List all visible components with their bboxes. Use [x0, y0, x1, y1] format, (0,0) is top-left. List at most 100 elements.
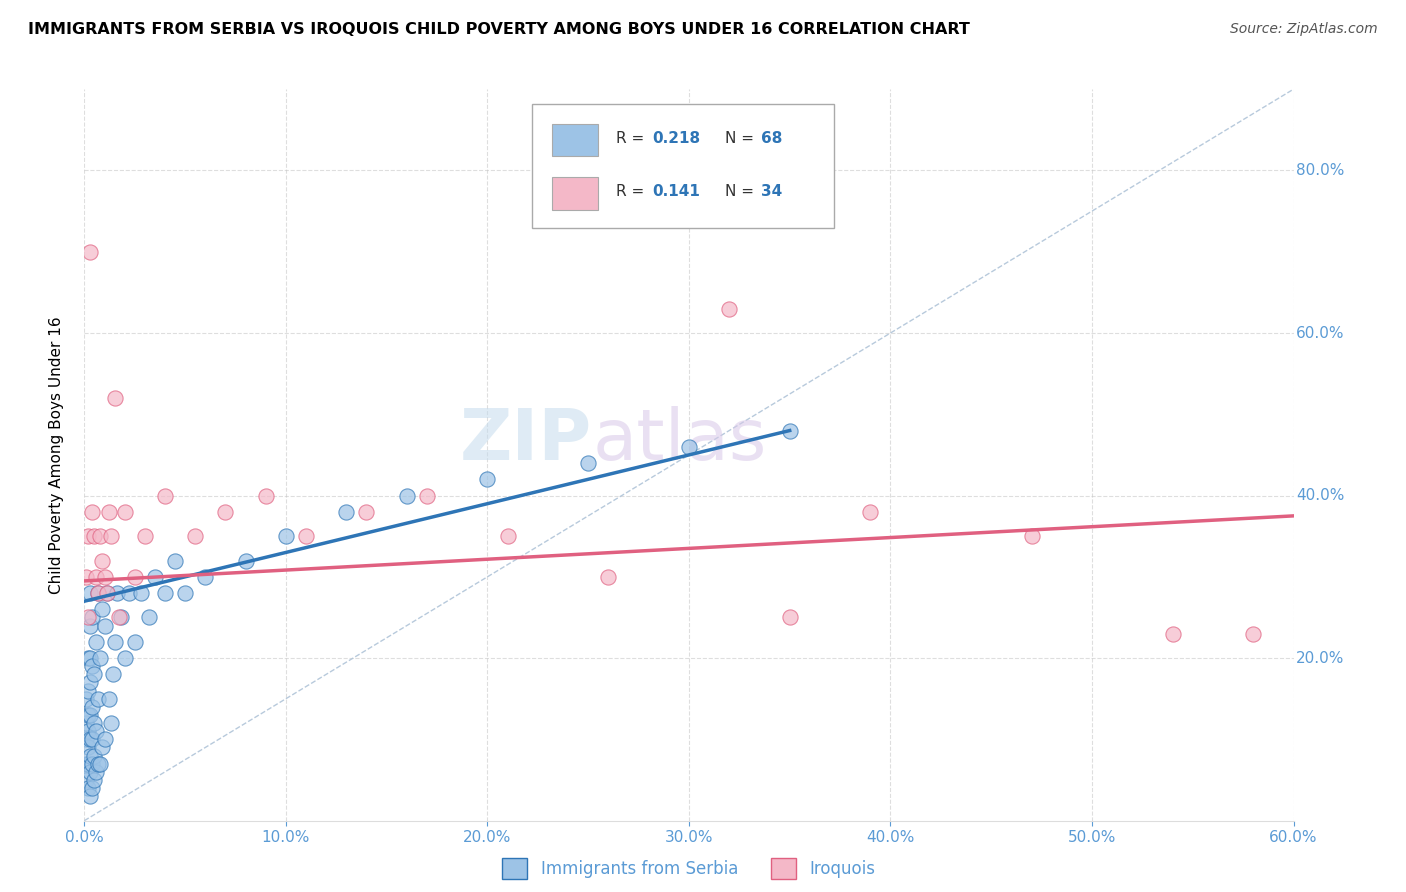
- Bar: [553, 124, 599, 156]
- Point: [174, 586, 197, 600]
- Point: [143, 570, 166, 584]
- Point: [153, 489, 176, 503]
- Point: [75, 732, 97, 747]
- Point: [165, 553, 187, 567]
- Point: [104, 391, 127, 405]
- Point: [82, 732, 104, 747]
- Point: [214, 505, 236, 519]
- Point: [83, 667, 105, 681]
- Point: [91, 602, 114, 616]
- Point: [1161, 626, 1184, 640]
- Point: [1021, 529, 1043, 543]
- Point: [77, 529, 100, 543]
- Point: [75, 691, 97, 706]
- Point: [79, 244, 101, 259]
- Point: [79, 586, 101, 600]
- Text: N =: N =: [725, 131, 759, 146]
- Point: [79, 764, 101, 779]
- Point: [576, 456, 599, 470]
- Point: [101, 667, 124, 681]
- Point: [129, 586, 152, 600]
- Point: [254, 489, 277, 503]
- Point: [274, 529, 297, 543]
- Point: [395, 489, 418, 503]
- Point: [134, 529, 156, 543]
- Point: [82, 699, 104, 714]
- Point: [105, 586, 128, 600]
- Point: [1241, 626, 1264, 640]
- Point: [114, 505, 136, 519]
- Point: [86, 570, 108, 584]
- Point: [138, 610, 160, 624]
- Point: [107, 610, 129, 624]
- Point: [83, 529, 105, 543]
- Text: 34: 34: [762, 184, 783, 199]
- Point: [82, 756, 104, 771]
- Point: [779, 610, 801, 624]
- Point: [82, 610, 104, 624]
- Point: [87, 691, 110, 706]
- Legend: Immigrants from Serbia, Iroquois: Immigrants from Serbia, Iroquois: [495, 852, 883, 886]
- Point: [118, 586, 141, 600]
- Point: [104, 635, 127, 649]
- Point: [79, 651, 101, 665]
- Point: [87, 586, 110, 600]
- Point: [83, 716, 105, 731]
- Text: 0.218: 0.218: [652, 131, 700, 146]
- Point: [678, 440, 700, 454]
- Point: [86, 635, 108, 649]
- Text: N =: N =: [725, 184, 759, 199]
- Text: atlas: atlas: [592, 406, 766, 475]
- Point: [718, 301, 741, 316]
- Text: 40.0%: 40.0%: [1296, 488, 1344, 503]
- Point: [114, 651, 136, 665]
- Text: Source: ZipAtlas.com: Source: ZipAtlas.com: [1230, 22, 1378, 37]
- Point: [93, 570, 115, 584]
- Y-axis label: Child Poverty Among Boys Under 16: Child Poverty Among Boys Under 16: [49, 316, 63, 594]
- Text: 80.0%: 80.0%: [1296, 163, 1344, 178]
- Text: 60.0%: 60.0%: [1296, 326, 1344, 341]
- Point: [859, 505, 882, 519]
- Point: [598, 570, 620, 584]
- Point: [779, 424, 801, 438]
- Point: [82, 659, 104, 673]
- Point: [79, 748, 101, 763]
- Point: [77, 740, 100, 755]
- Point: [77, 708, 100, 723]
- Point: [87, 756, 110, 771]
- Point: [96, 586, 118, 600]
- Point: [110, 610, 132, 624]
- Point: [77, 610, 100, 624]
- Point: [77, 651, 100, 665]
- Point: [75, 772, 97, 787]
- Point: [89, 756, 111, 771]
- Point: [87, 586, 110, 600]
- Point: [124, 570, 146, 584]
- Text: R =: R =: [616, 131, 650, 146]
- Point: [77, 781, 100, 796]
- Point: [77, 683, 100, 698]
- Point: [91, 740, 114, 755]
- Text: IMMIGRANTS FROM SERBIA VS IROQUOIS CHILD POVERTY AMONG BOYS UNDER 16 CORRELATION: IMMIGRANTS FROM SERBIA VS IROQUOIS CHILD…: [28, 22, 970, 37]
- Text: 68: 68: [762, 131, 783, 146]
- Point: [153, 586, 176, 600]
- Text: R =: R =: [616, 184, 650, 199]
- Point: [77, 724, 100, 739]
- Point: [93, 732, 115, 747]
- Point: [235, 553, 257, 567]
- Text: ZIP: ZIP: [460, 406, 592, 475]
- Point: [477, 472, 499, 486]
- Point: [100, 529, 122, 543]
- Point: [79, 732, 101, 747]
- Point: [97, 505, 120, 519]
- FancyBboxPatch shape: [531, 103, 834, 228]
- Point: [184, 529, 207, 543]
- Point: [335, 505, 357, 519]
- Point: [83, 748, 105, 763]
- Point: [82, 781, 104, 796]
- Point: [93, 618, 115, 632]
- Point: [79, 708, 101, 723]
- Point: [82, 505, 104, 519]
- Point: [75, 756, 97, 771]
- Point: [79, 789, 101, 804]
